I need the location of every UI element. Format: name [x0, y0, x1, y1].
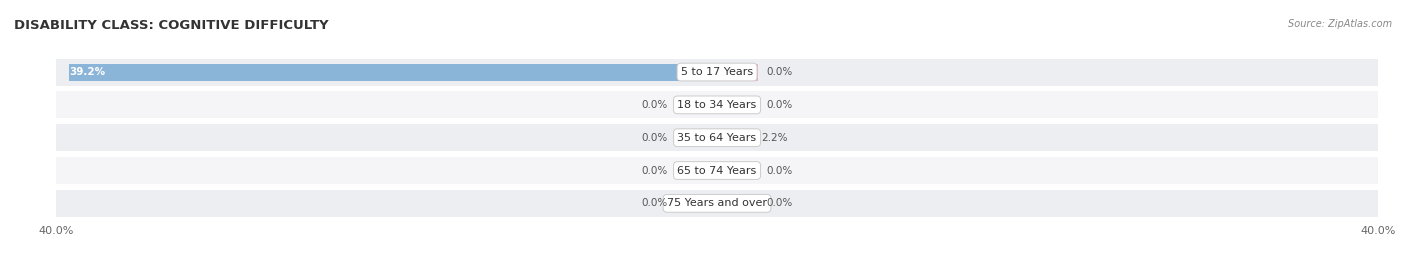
Bar — [676, 129, 717, 146]
Bar — [676, 96, 717, 113]
Bar — [56, 59, 1378, 86]
Text: DISABILITY CLASS: COGNITIVE DIFFICULTY: DISABILITY CLASS: COGNITIVE DIFFICULTY — [14, 19, 329, 32]
Text: 0.0%: 0.0% — [766, 100, 793, 110]
Text: 0.0%: 0.0% — [766, 198, 793, 208]
Bar — [676, 162, 717, 179]
Bar — [717, 96, 758, 113]
Text: 0.0%: 0.0% — [766, 67, 793, 77]
Text: 0.0%: 0.0% — [766, 166, 793, 176]
Text: 0.0%: 0.0% — [641, 100, 668, 110]
Text: 75 Years and over: 75 Years and over — [666, 198, 768, 208]
Bar — [56, 124, 1378, 151]
Text: 0.0%: 0.0% — [641, 166, 668, 176]
Text: 35 to 64 Years: 35 to 64 Years — [678, 133, 756, 143]
Bar — [69, 63, 717, 80]
Text: 0.0%: 0.0% — [641, 198, 668, 208]
Bar — [676, 195, 717, 212]
Text: 5 to 17 Years: 5 to 17 Years — [681, 67, 754, 77]
Text: 18 to 34 Years: 18 to 34 Years — [678, 100, 756, 110]
Bar — [56, 190, 1378, 217]
Text: Source: ZipAtlas.com: Source: ZipAtlas.com — [1288, 19, 1392, 29]
Bar — [717, 129, 754, 146]
Text: 39.2%: 39.2% — [69, 67, 105, 77]
Bar — [56, 92, 1378, 118]
Bar — [717, 162, 758, 179]
Bar — [56, 157, 1378, 184]
Text: 65 to 74 Years: 65 to 74 Years — [678, 166, 756, 176]
Text: 0.0%: 0.0% — [641, 133, 668, 143]
Bar — [717, 195, 758, 212]
Bar — [717, 63, 758, 80]
Text: 2.2%: 2.2% — [762, 133, 789, 143]
